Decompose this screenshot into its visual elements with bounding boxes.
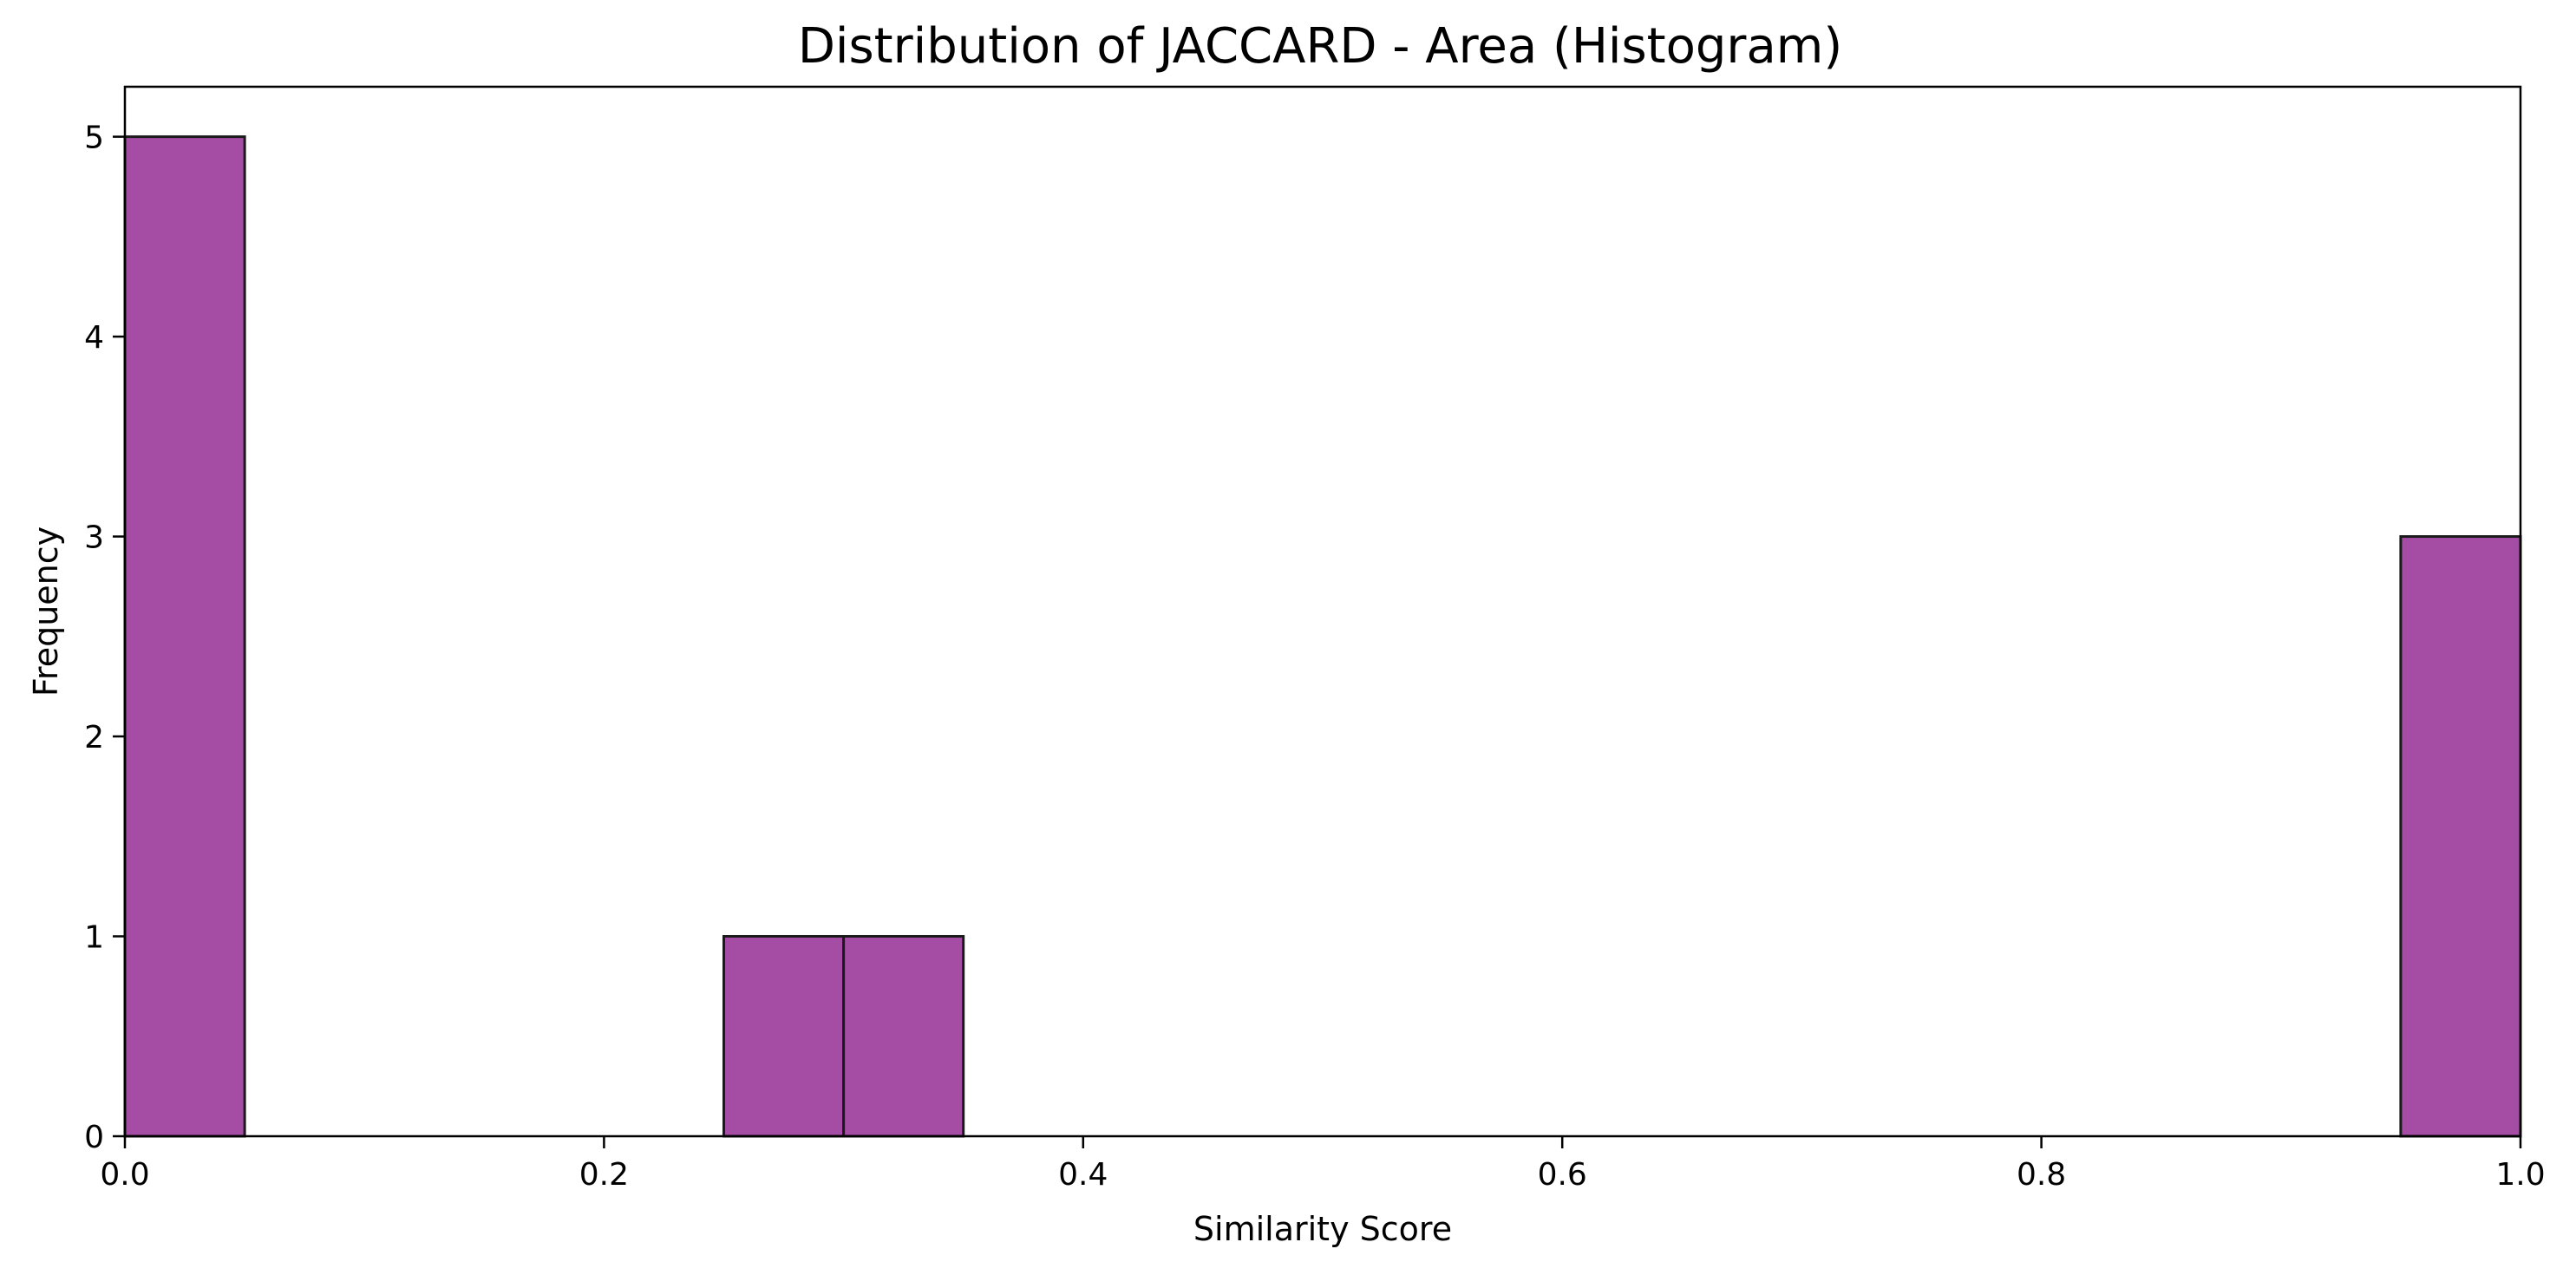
x-axis-label: Similarity Score: [1193, 1210, 1452, 1248]
x-tick-label-5: 1.0: [2495, 1157, 2545, 1193]
histogram-bar-3: [2399, 535, 2522, 1138]
x-axis-ticks: 0.0 0.2 0.4 0.6 0.8 1.0: [100, 1136, 2546, 1193]
y-tick-label-5: 5: [84, 121, 104, 156]
x-tick-label-4: 0.8: [2017, 1157, 2066, 1193]
y-tick-label-3: 3: [84, 520, 104, 556]
plot-frame: [123, 85, 2522, 1138]
histogram-bar-0: [123, 135, 246, 1138]
x-tick-label-3: 0.6: [1538, 1157, 1587, 1193]
histogram-bar-1: [722, 935, 846, 1138]
chart-title: Distribution of JACCARD - Area (Histogra…: [798, 18, 1842, 75]
y-tick-label-4: 4: [84, 320, 104, 356]
y-axis-ticks: 0 1 2 3 4 5: [84, 121, 125, 1155]
x-tick-label-2: 0.4: [1058, 1157, 1108, 1193]
x-tick-label-1: 0.2: [579, 1157, 629, 1193]
y-tick-label-2: 2: [84, 720, 104, 755]
y-tick-label-1: 1: [84, 920, 104, 956]
y-axis-label: Frequency: [27, 526, 65, 696]
histogram-bar-2: [842, 935, 965, 1138]
bars-group: [123, 135, 2522, 1138]
y-tick-label-0: 0: [84, 1120, 104, 1155]
x-tick-label-0: 0.0: [100, 1157, 149, 1193]
